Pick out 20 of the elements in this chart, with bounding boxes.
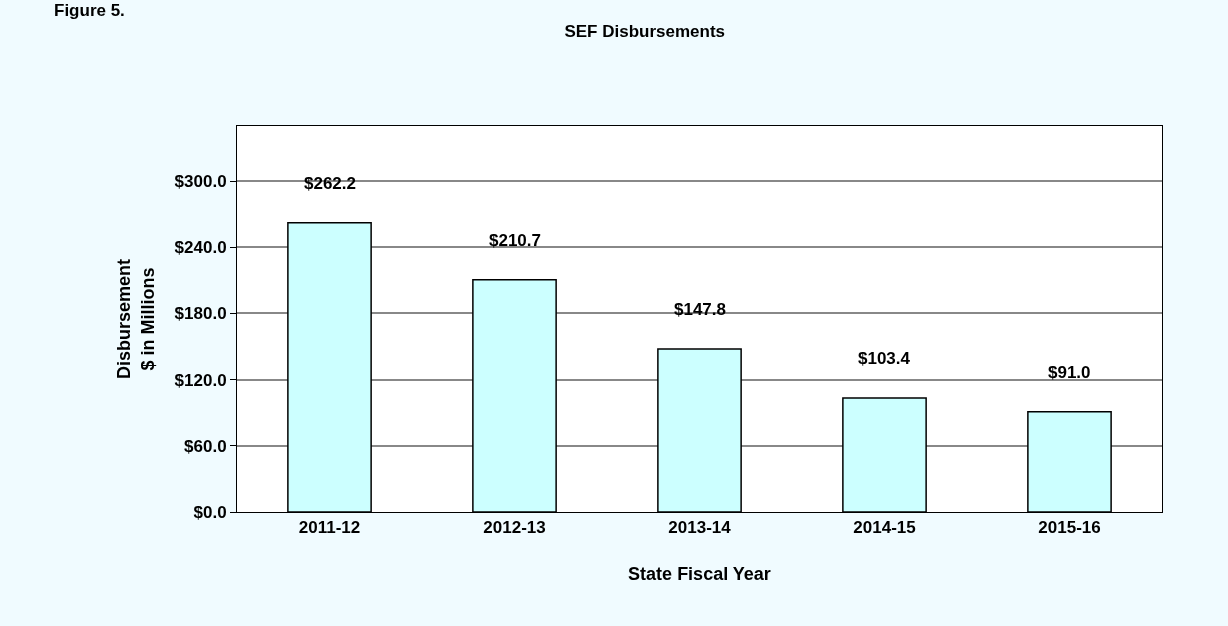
data-label: $147.8 — [674, 300, 726, 319]
caption: Figure 5. — [54, 1, 125, 20]
y-tick-label: $180.0 — [174, 304, 227, 324]
x-axis-title: State Fiscal Year — [628, 563, 771, 584]
x-tick-label: 2014-15 — [853, 518, 916, 538]
y-tick-label: $60.0 — [184, 436, 227, 456]
chart-title: SEF Disbursements — [564, 22, 725, 42]
y-tick-label: $0.0 — [193, 502, 227, 522]
data-label: $262.2 — [304, 174, 356, 193]
y-axis-title: Disbursement $ in Millions — [114, 258, 158, 380]
x-tick-label: 2015-16 — [1038, 518, 1101, 538]
data-label: $210.7 — [489, 231, 541, 250]
y-tick-label: $300.0 — [174, 172, 227, 192]
x-tick-label: 2012-13 — [483, 518, 546, 538]
y-tick-label: $240.0 — [174, 238, 227, 258]
data-label: $91.0 — [1048, 363, 1091, 382]
y-tick-label: $120.0 — [174, 370, 227, 390]
data-label: $103.4 — [858, 349, 911, 368]
x-tick-label: 2011-12 — [298, 518, 361, 538]
x-tick-label: 2013-14 — [668, 518, 732, 538]
